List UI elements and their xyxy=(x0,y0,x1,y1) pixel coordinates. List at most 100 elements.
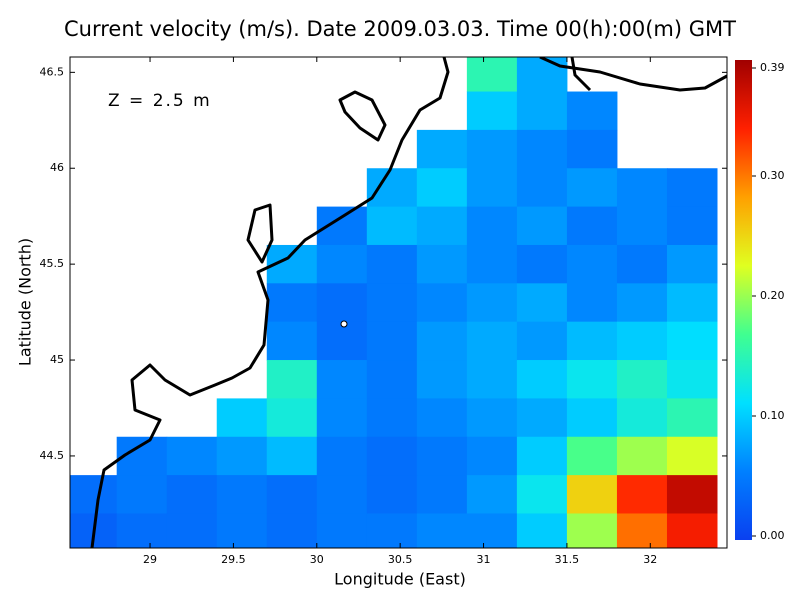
velocity-cell xyxy=(366,206,418,246)
velocity-cell xyxy=(566,283,618,323)
colorbar-tick-label: 0.20 xyxy=(760,289,785,302)
velocity-cell xyxy=(666,321,718,361)
velocity-cell xyxy=(466,283,518,323)
colorbar-tick-label: 0.00 xyxy=(760,529,785,542)
velocity-cell xyxy=(366,168,418,208)
velocity-cell xyxy=(416,283,468,323)
velocity-cell xyxy=(566,475,618,514)
velocity-cell xyxy=(216,436,268,476)
coast-line xyxy=(570,57,592,92)
coastline xyxy=(90,57,727,548)
velocity-cell xyxy=(616,244,668,284)
velocity-cell xyxy=(566,206,618,246)
velocity-cell xyxy=(316,398,368,438)
velocity-cell xyxy=(316,513,368,548)
velocity-cell xyxy=(316,321,368,361)
velocity-cell xyxy=(416,321,468,361)
velocity-cell xyxy=(566,321,618,361)
velocity-cell xyxy=(566,360,618,399)
coast-line xyxy=(539,57,727,92)
velocity-cell xyxy=(516,475,568,514)
velocity-cell xyxy=(416,206,468,246)
velocity-cell xyxy=(70,475,118,514)
velocity-cell xyxy=(566,244,618,284)
velocity-cell xyxy=(666,436,718,476)
velocity-cell xyxy=(516,129,568,169)
velocity-cell xyxy=(416,513,468,548)
velocity-cell xyxy=(466,475,518,514)
velocity-cell xyxy=(466,244,518,284)
velocity-cell xyxy=(466,57,518,93)
y-tick-label: 46.5 xyxy=(40,65,65,78)
velocity-cell xyxy=(466,398,518,438)
velocity-cell xyxy=(466,513,518,548)
island-marker xyxy=(340,320,348,328)
velocity-cell xyxy=(116,475,168,514)
colorbar-tick-label: 0.10 xyxy=(760,409,785,422)
velocity-cell xyxy=(316,283,368,323)
velocity-cell xyxy=(516,398,568,438)
velocity-cell xyxy=(466,206,518,246)
velocity-cell xyxy=(566,436,618,476)
velocity-cell xyxy=(566,398,618,438)
velocity-cell xyxy=(216,398,268,438)
velocity-cell xyxy=(366,360,418,399)
velocity-cell xyxy=(666,398,718,438)
coast-line xyxy=(90,57,450,548)
velocity-cell xyxy=(416,360,468,399)
velocity-cell xyxy=(466,321,518,361)
velocity-cell xyxy=(116,513,168,548)
velocity-cell xyxy=(316,436,368,476)
velocity-cell xyxy=(316,244,368,284)
velocity-cell xyxy=(566,513,618,548)
velocity-cell xyxy=(566,168,618,208)
velocity-cell xyxy=(366,398,418,438)
x-tick-label: 29 xyxy=(143,553,157,566)
y-axis-label: Latitude (North) xyxy=(16,238,35,366)
velocity-cell xyxy=(166,436,218,476)
x-tick-label: 30.5 xyxy=(388,553,413,566)
velocity-cell xyxy=(516,244,568,284)
velocity-cell xyxy=(466,436,518,476)
velocity-cell xyxy=(616,321,668,361)
velocity-cell xyxy=(416,129,468,169)
velocity-cell xyxy=(516,436,568,476)
velocity-cell xyxy=(266,398,318,438)
velocity-cell xyxy=(366,436,418,476)
velocity-cell xyxy=(366,321,418,361)
velocity-cell xyxy=(216,513,268,548)
velocity-cell xyxy=(516,283,568,323)
velocity-field xyxy=(70,57,718,548)
x-tick-label: 32 xyxy=(643,553,657,566)
velocity-cell xyxy=(166,513,218,548)
velocity-cell xyxy=(666,206,718,246)
velocity-cell xyxy=(366,513,418,548)
velocity-cell xyxy=(516,168,568,208)
velocity-cell xyxy=(416,244,468,284)
velocity-cell xyxy=(516,321,568,361)
velocity-cell xyxy=(416,436,468,476)
velocity-cell xyxy=(416,398,468,438)
velocity-cell xyxy=(666,283,718,323)
velocity-cell xyxy=(466,168,518,208)
velocity-cell xyxy=(566,91,618,131)
velocity-cell xyxy=(366,475,418,514)
lake-outline xyxy=(338,90,387,142)
velocity-cell xyxy=(466,360,518,399)
chart-title: Current velocity (m/s). Date 2009.03.03.… xyxy=(64,17,736,41)
velocity-cell xyxy=(266,360,318,399)
depth-annotation: Z = 2.5 m xyxy=(108,91,212,111)
velocity-cell xyxy=(316,475,368,514)
x-tick-label: 31.5 xyxy=(555,553,580,566)
velocity-cell xyxy=(266,436,318,476)
y-tick-label: 46 xyxy=(50,161,64,174)
y-tick-label: 45.5 xyxy=(40,257,65,270)
velocity-cell xyxy=(366,244,418,284)
velocity-cell xyxy=(666,360,718,399)
velocity-cell xyxy=(216,475,268,514)
velocity-cell xyxy=(616,475,668,514)
x-tick-label: 30 xyxy=(310,553,324,566)
velocity-cell xyxy=(366,283,418,323)
velocity-cell xyxy=(416,475,468,514)
velocity-cell xyxy=(616,168,668,208)
